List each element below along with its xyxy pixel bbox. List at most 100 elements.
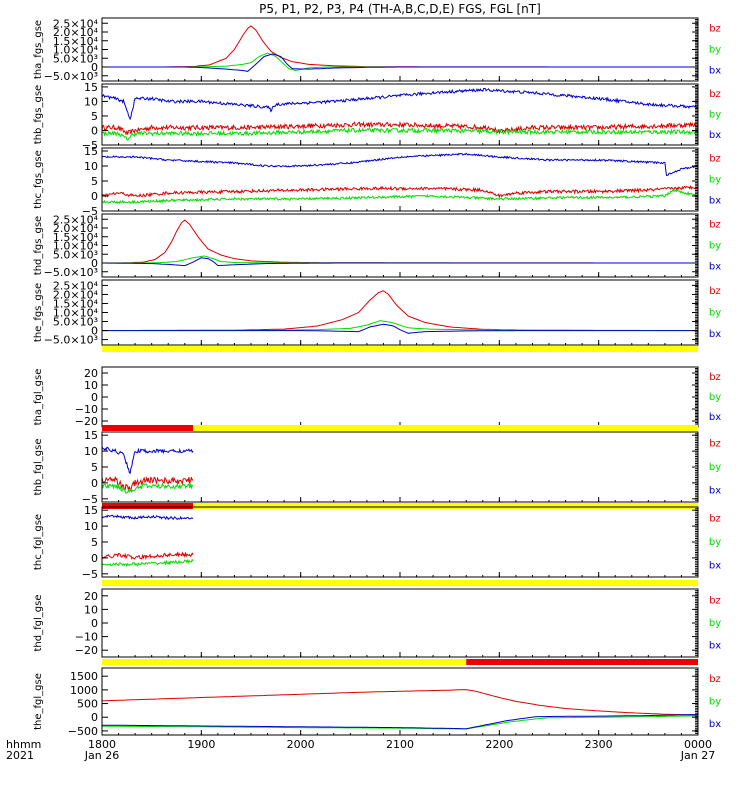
legend-by: by — [709, 697, 721, 708]
legend-by: by — [709, 308, 721, 319]
y-tick-label: 10 — [84, 379, 98, 392]
legend-bz: bz — [709, 514, 721, 525]
series-line-bz — [102, 184, 698, 199]
y-tick-label: 0 — [91, 190, 98, 203]
panel-thc_fgs_gse: 15 10 5 0 −5 thc_fgs_gse bz by bx — [33, 145, 721, 218]
y-tick-label: 2.0×10⁴ — [53, 26, 99, 39]
y-tick-label: 5.0×10³ — [53, 316, 98, 329]
legend-bz: bz — [709, 154, 721, 165]
legend-bz: bz — [709, 439, 721, 450]
y-tick-label: 20 — [84, 367, 98, 380]
x-corner-label-year: 2021 — [6, 749, 34, 762]
panel-frame — [101, 667, 699, 736]
series-line-by — [102, 558, 194, 568]
series-line-bx — [102, 257, 698, 267]
x-corner-label-hhmm: hhmm — [6, 738, 41, 751]
y-tick-label: 10 — [84, 160, 98, 173]
y-axis-label: the_fgs_gse — [33, 283, 44, 342]
y-tick-label: 15 — [84, 145, 98, 158]
legend-by: by — [709, 392, 721, 403]
series-line-by — [102, 255, 698, 264]
panel-frame — [101, 279, 699, 346]
legend-bx: bx — [709, 560, 721, 571]
y-axis-label: thb_fgl_gse — [33, 439, 44, 496]
y-axis-label: tha_fgl_gse — [33, 369, 44, 426]
panel-the_fgs_gse: 2.5×10⁴2.0×10⁴1.5×10⁴1.0×10⁴5.0×10³0−5.0… — [33, 279, 721, 346]
series-line-bz — [102, 25, 698, 68]
series-line-by — [102, 126, 698, 141]
status-bar-red — [102, 503, 194, 509]
legend-bx: bx — [709, 130, 721, 141]
y-tick-label: 0 — [91, 124, 98, 137]
y-tick-label: 5 — [91, 175, 98, 188]
panel-frame — [101, 213, 699, 278]
y-tick-label: 0 — [91, 477, 98, 490]
y-tick-label: 2.0×10⁴ — [53, 222, 99, 235]
y-tick-label: 0 — [91, 711, 98, 724]
y-tick-label: −500 — [68, 725, 98, 738]
y-tick-label: 10 — [84, 445, 98, 458]
series-line-bz — [102, 219, 698, 264]
y-tick-label: 0 — [91, 325, 98, 338]
series-line-bx — [102, 323, 698, 334]
y-tick-label: 0 — [91, 257, 98, 270]
series-line-bx — [102, 514, 194, 521]
y-tick-label: 5.0×10³ — [53, 248, 98, 261]
series-line-by — [102, 481, 194, 494]
legend-bz: bz — [709, 674, 721, 685]
y-tick-label: 0 — [91, 61, 98, 74]
legend-bx: bx — [709, 719, 721, 730]
series-line-bx — [102, 446, 194, 475]
series-line-bz — [102, 120, 698, 136]
status-bar-yellow — [102, 346, 698, 352]
panel-thc_fgl_gse: 15 10 5 0 −5 thc_fgl_gse bz by bx — [33, 503, 721, 581]
y-tick-label: −5.0×10³ — [44, 266, 98, 279]
legend-bz: bz — [709, 372, 721, 383]
status-bar-yellow — [102, 659, 467, 665]
series-line-bx — [102, 714, 698, 730]
y-tick-label: 0 — [91, 391, 98, 404]
y-tick-label: −5 — [82, 205, 98, 218]
y-tick-label: 5 — [91, 461, 98, 474]
legend-by: by — [709, 45, 721, 56]
x-tick-label: 1800 — [88, 738, 116, 751]
y-tick-label: 15 — [84, 81, 98, 94]
y-axis-label: thc_fgs_gse — [33, 150, 44, 209]
panel-frame — [101, 17, 699, 82]
legend-bx: bx — [709, 485, 721, 496]
x-tick-label: 0000 — [684, 738, 712, 751]
status-bar-yellow — [102, 580, 698, 586]
y-tick-label: −5.0×10³ — [44, 334, 98, 347]
panel-thd_fgs_gse: 2.5×10⁴2.0×10⁴1.5×10⁴1.0×10⁴5.0×10³0−5.0… — [33, 213, 721, 279]
y-tick-label: −5 — [82, 493, 98, 506]
series-line-bx — [102, 53, 698, 72]
y-tick-label: 1.5×10⁴ — [53, 297, 99, 310]
legend-by: by — [709, 462, 721, 473]
y-tick-label: 5 — [91, 536, 98, 549]
y-axis-label: tha_fgs_gse — [33, 20, 44, 79]
x-tick-sublabel: Jan 26 — [84, 749, 119, 762]
y-tick-label: 10 — [84, 520, 98, 533]
y-tick-label: 0 — [91, 617, 98, 630]
legend-bx: bx — [709, 412, 721, 423]
series-line-by — [102, 52, 698, 72]
x-tick-label: 2000 — [287, 738, 315, 751]
panel-frame — [101, 588, 699, 658]
y-tick-label: 20 — [84, 590, 98, 603]
y-tick-label: −10 — [75, 403, 98, 416]
panel-thb_fgl_gse: 15 10 5 0 −5 thb_fgl_gse bz by bx — [33, 425, 721, 506]
y-axis-label: the_fgl_gse — [33, 673, 44, 730]
y-tick-label: −5 — [82, 568, 98, 581]
panel-tha_fgs_gse: 2.5×10⁴2.0×10⁴1.5×10⁴1.0×10⁴5.0×10³0−5.0… — [33, 17, 721, 83]
legend-bx: bx — [709, 641, 721, 652]
y-tick-label: 1.0×10⁴ — [53, 44, 99, 57]
y-tick-label: 15 — [84, 504, 98, 517]
x-tick-label: 2100 — [386, 738, 414, 751]
series-line-bz — [102, 551, 194, 561]
series-line-by — [102, 188, 698, 205]
legend-bz: bz — [709, 595, 721, 606]
y-tick-label: 10 — [84, 95, 98, 108]
